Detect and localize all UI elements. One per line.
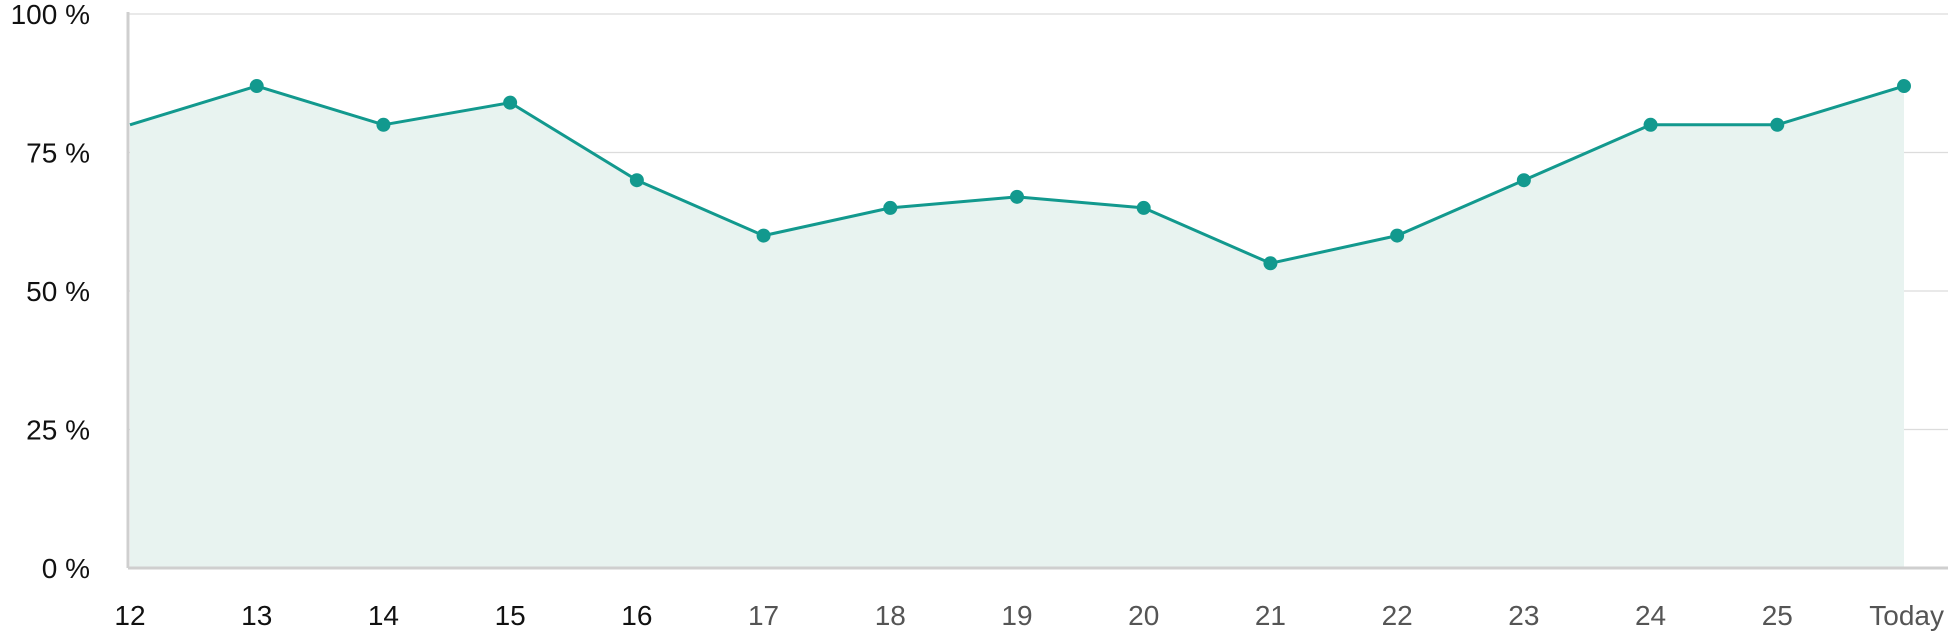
x-tick-label: 25: [1762, 600, 1793, 631]
data-point: [1390, 228, 1405, 243]
x-tick-label: 16: [621, 600, 652, 631]
y-tick-label: 50 %: [26, 276, 90, 307]
x-tick-label: Today: [1869, 600, 1944, 631]
data-point: [756, 228, 771, 243]
data-point: [1643, 117, 1658, 132]
data-point: [249, 79, 264, 94]
data-point: [1136, 200, 1151, 215]
data-point: [883, 200, 898, 215]
x-tick-label: 19: [1001, 600, 1032, 631]
x-tick-label: 15: [495, 600, 526, 631]
x-tick-label: 14: [368, 600, 399, 631]
x-tick-label: 24: [1635, 600, 1666, 631]
y-tick-labels: 0 % 25 % 50 % 75 % 100 %: [11, 0, 90, 584]
data-point: [376, 117, 391, 132]
data-point: [1770, 117, 1785, 132]
data-point: [503, 95, 518, 110]
x-tick-label: 22: [1382, 600, 1413, 631]
x-tick-label: 12: [114, 600, 145, 631]
y-tick-label: 100 %: [11, 0, 90, 30]
area-fill: [130, 86, 1904, 569]
x-tick-label: 23: [1508, 600, 1539, 631]
x-tick-label: 13: [241, 600, 272, 631]
data-point: [1263, 256, 1278, 271]
y-tick-label: 0 %: [42, 553, 90, 584]
x-tick-label: 17: [748, 600, 779, 631]
x-tick-label: 18: [875, 600, 906, 631]
data-point: [1897, 79, 1911, 94]
y-tick-label: 75 %: [26, 138, 90, 169]
x-tick-label: 20: [1128, 600, 1159, 631]
data-point: [1516, 173, 1531, 188]
data-point: [1010, 189, 1024, 204]
data-point: [629, 173, 644, 188]
x-tick-label: 21: [1255, 600, 1286, 631]
x-tick-labels: 12 13 14 15 16 17 18 19 20 21 22 23 24 25 Today: [114, 600, 1944, 631]
y-tick-label: 25 %: [26, 415, 90, 446]
data-points: [249, 79, 1911, 271]
